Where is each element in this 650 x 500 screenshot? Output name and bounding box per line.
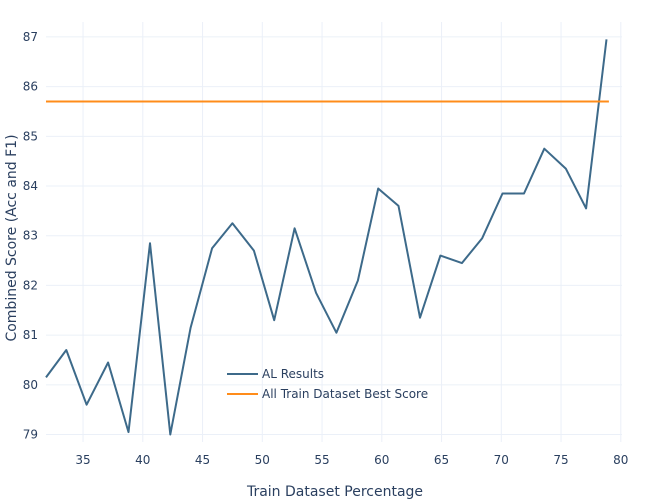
y-tick-label: 81 — [23, 328, 38, 342]
y-axis-ticks: 79 80 81 82 83 84 85 86 87 — [23, 30, 38, 442]
legend-label-al-results: AL Results — [262, 367, 324, 381]
y-tick-label: 80 — [23, 378, 38, 392]
plot-area — [45, 39, 609, 436]
x-axis-ticks: 35 40 45 50 55 60 65 70 75 80 — [75, 453, 628, 467]
x-tick-label: 40 — [135, 453, 150, 467]
grid — [46, 22, 622, 442]
x-axis-title: Train Dataset Percentage — [246, 484, 423, 500]
y-tick-label: 85 — [23, 129, 38, 143]
legend-label-best-score: All Train Dataset Best Score — [262, 387, 428, 401]
y-tick-label: 79 — [23, 428, 38, 442]
x-tick-label: 60 — [374, 453, 389, 467]
y-tick-label: 87 — [23, 30, 38, 44]
x-tick-label: 75 — [553, 453, 568, 467]
x-tick-label: 70 — [494, 453, 509, 467]
legend: AL Results All Train Dataset Best Score — [227, 367, 428, 401]
x-tick-label: 50 — [255, 453, 270, 467]
x-tick-label: 80 — [613, 453, 628, 467]
y-tick-label: 84 — [23, 179, 38, 193]
x-tick-label: 45 — [195, 453, 210, 467]
y-tick-label: 82 — [23, 278, 38, 292]
x-tick-label: 55 — [314, 453, 329, 467]
series-line-al-results — [45, 39, 608, 436]
x-tick-label: 65 — [434, 453, 449, 467]
y-axis-title: Combined Score (Acc and F1) — [4, 134, 20, 341]
x-tick-label: 35 — [75, 453, 90, 467]
y-tick-label: 86 — [23, 80, 38, 94]
y-tick-label: 83 — [23, 229, 38, 243]
